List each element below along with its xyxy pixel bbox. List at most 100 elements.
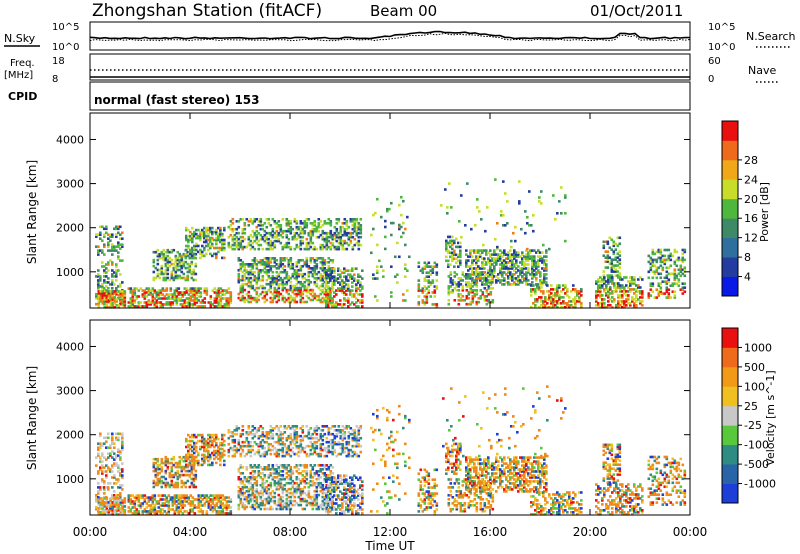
power-cell: [665, 270, 669, 274]
power-cell: [329, 295, 332, 298]
power-cell: [649, 284, 653, 287]
power-cell: [325, 291, 328, 294]
power-cell: [655, 270, 659, 274]
velocity-cell: [305, 425, 309, 428]
power-cell: [532, 229, 535, 233]
power-cell: [205, 252, 208, 256]
velocity-cell: [309, 436, 313, 440]
colorbar-segment: [722, 159, 738, 180]
power-cell: [578, 292, 581, 295]
power-cell: [469, 283, 473, 286]
power-cell: [209, 230, 212, 234]
velocity-cell: [135, 494, 139, 497]
power-cell: [351, 289, 354, 292]
power-cell: [182, 264, 186, 268]
power-cell: [181, 299, 185, 302]
power-cell: [495, 263, 498, 266]
velocity-cell: [151, 502, 155, 505]
velocity-cell: [121, 474, 124, 477]
power-cell: [611, 290, 614, 293]
velocity-cell: [257, 442, 261, 446]
velocity-cell: [121, 438, 124, 442]
power-cell: [111, 279, 114, 282]
velocity-cell: [209, 463, 212, 467]
velocity-cell: [221, 441, 224, 445]
power-cell: [331, 261, 335, 264]
power-cell: [199, 232, 202, 236]
velocity-cell: [158, 471, 162, 475]
power-cell: [185, 248, 188, 252]
power-cell: [633, 282, 636, 285]
velocity-cell: [217, 453, 220, 457]
power-cell: [481, 291, 485, 294]
velocity-cell: [303, 434, 307, 438]
power-cell: [231, 243, 235, 247]
power-cell: [538, 306, 541, 309]
power-cell: [359, 229, 363, 233]
power-cell: [429, 269, 433, 272]
velocity-cell: [331, 452, 335, 456]
power-cell: [500, 214, 503, 217]
power-cell: [445, 241, 448, 245]
power-cell: [307, 284, 311, 288]
velocity-cell: [327, 444, 331, 448]
power-cell: [257, 270, 261, 274]
velocity-cell: [223, 439, 226, 443]
velocity-cell: [219, 506, 223, 509]
power-cell: [111, 245, 114, 248]
velocity-cell: [105, 501, 109, 504]
power-cell: [159, 301, 163, 304]
power-cell: [629, 284, 632, 287]
power-cell: [187, 299, 191, 302]
velocity-cell: [160, 457, 164, 461]
power-cell: [465, 263, 468, 266]
power-cell: [493, 251, 496, 254]
velocity-cell: [105, 509, 109, 512]
power-cell: [479, 249, 482, 252]
velocity-cell: [207, 445, 210, 449]
power-cell: [541, 257, 544, 260]
velocity-cell: [307, 436, 311, 440]
power-cell: [245, 298, 249, 302]
velocity-cell: [173, 494, 177, 497]
power-cell: [188, 268, 192, 272]
velocity-cell: [265, 440, 269, 444]
power-cell: [329, 277, 332, 280]
power-cell: [471, 267, 474, 270]
power-cell: [451, 239, 454, 243]
power-cell: [157, 295, 161, 298]
power-cell: [614, 258, 618, 261]
power-cell: [169, 297, 173, 300]
power-cell: [251, 222, 255, 225]
velocity-cell: [161, 504, 165, 507]
power-cell: [287, 300, 291, 304]
power-cell: [141, 289, 145, 292]
velocity-cell: [277, 440, 281, 444]
power-cell: [507, 271, 510, 274]
velocity-cell: [241, 425, 245, 428]
power-cell: [107, 292, 111, 295]
velocity-cell: [223, 453, 226, 457]
velocity-cell: [225, 512, 229, 515]
power-cell: [111, 298, 115, 301]
velocity-cell: [201, 439, 204, 443]
power-cell: [605, 286, 608, 289]
velocity-cell: [217, 449, 220, 453]
power-cell: [390, 265, 393, 268]
power-cell: [618, 242, 622, 246]
power-cell: [205, 240, 208, 244]
power-cell: [269, 276, 273, 280]
power-cell: [227, 287, 231, 290]
power-cell: [255, 241, 259, 245]
velocity-cell: [233, 444, 237, 448]
velocity-cell: [119, 499, 123, 502]
power-cell: [476, 198, 479, 201]
velocity-cell: [203, 504, 207, 507]
power-cell: [329, 303, 332, 306]
power-cell: [301, 235, 305, 239]
power-cell: [172, 262, 176, 266]
power-cell: [487, 293, 491, 296]
velocity-cell: [213, 508, 217, 511]
velocity-cell: [123, 511, 127, 514]
power-cell: [513, 257, 516, 260]
